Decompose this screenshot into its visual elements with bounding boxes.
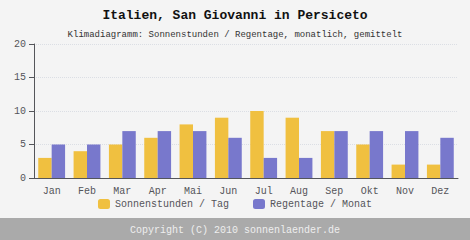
svg-text:Dez: Dez <box>431 186 449 197</box>
svg-text:Jul: Jul <box>255 186 273 197</box>
svg-text:Aug: Aug <box>290 186 308 197</box>
svg-text:10: 10 <box>14 106 26 117</box>
svg-text:Nov: Nov <box>396 186 414 197</box>
svg-text:0: 0 <box>20 173 26 184</box>
svg-text:Klimadiagramm: Sonnenstunden /: Klimadiagramm: Sonnenstunden / Regentage… <box>68 30 403 40</box>
svg-text:Regentage / Monat: Regentage / Monat <box>270 199 372 210</box>
svg-text:5: 5 <box>20 139 26 150</box>
svg-text:Jun: Jun <box>219 186 237 197</box>
svg-text:15: 15 <box>14 72 26 83</box>
svg-text:Sep: Sep <box>325 186 343 197</box>
svg-text:20: 20 <box>14 39 26 50</box>
svg-text:Copyright (C) 2010 sonnenlaend: Copyright (C) 2010 sonnenlaender.de <box>130 225 340 236</box>
svg-text:Mai: Mai <box>184 186 202 197</box>
svg-text:Mar: Mar <box>113 186 131 197</box>
svg-text:Jan: Jan <box>43 186 61 197</box>
svg-text:Okt: Okt <box>361 186 379 197</box>
svg-text:Apr: Apr <box>149 186 167 197</box>
svg-text:Feb: Feb <box>78 186 96 197</box>
svg-text:Italien, San Giovanni in Persi: Italien, San Giovanni in Persiceto <box>102 8 367 23</box>
svg-text:Sonnenstunden / Tag: Sonnenstunden / Tag <box>115 199 229 210</box>
